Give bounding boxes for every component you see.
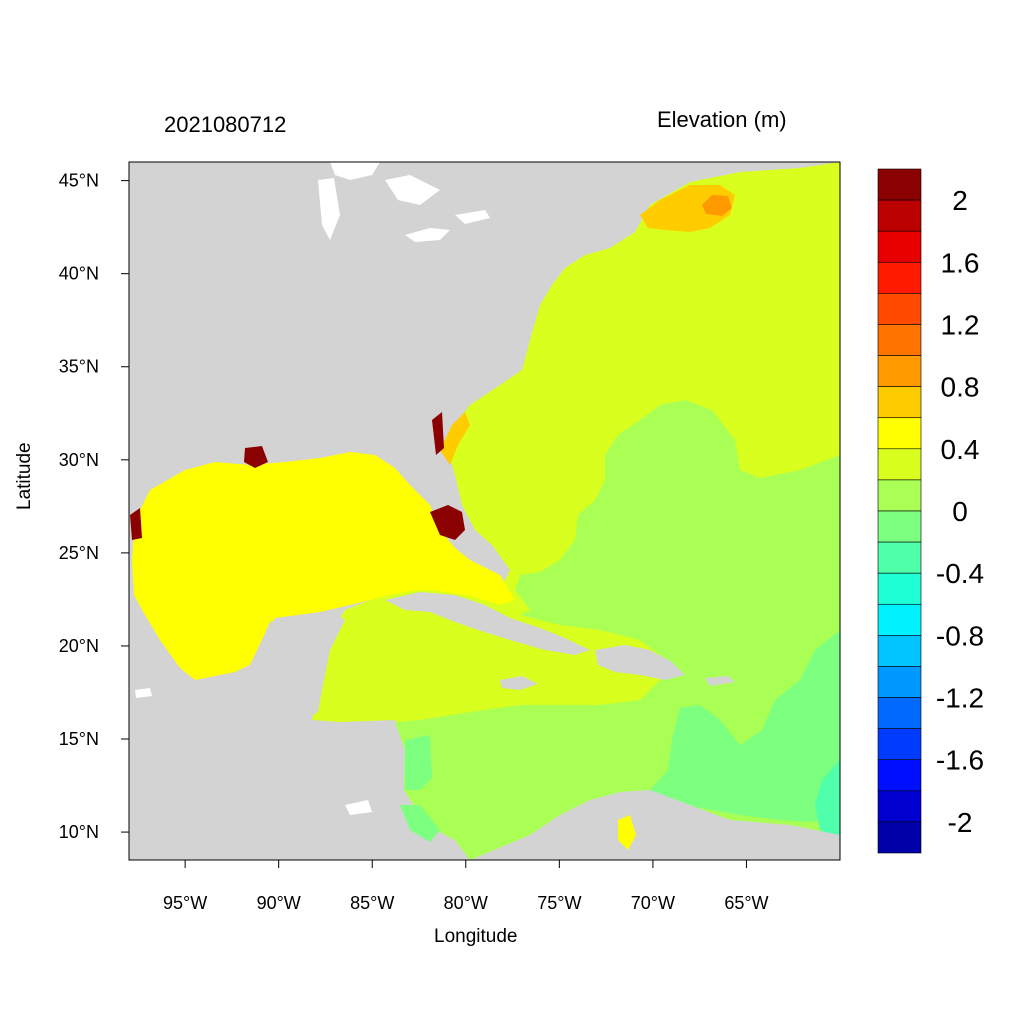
colorbar-swatch (877, 790, 922, 823)
x-tick-label: 75°W (537, 893, 581, 913)
x-axis-ticks: 95°W 90°W 85°W 80°W 75°W 70°W 65°W (163, 860, 769, 913)
colorbar-swatch (877, 386, 922, 419)
colorbar-label: 0.8 (941, 372, 980, 403)
colorbar-swatch (877, 168, 922, 201)
colorbar-labels: 2 1.6 1.2 0.8 0.4 0 -0.4 -0.8 -1.2 -1.6 -2 (936, 185, 984, 838)
colorbar-swatch (877, 324, 922, 356)
y-tick-label: 20°N (59, 636, 99, 656)
plot-frame (128, 161, 841, 861)
colorbar-label: 1.6 (941, 247, 980, 278)
y-tick-label: 45°N (59, 171, 99, 191)
colorbar-swatch (877, 510, 922, 543)
colorbar-swatch (877, 697, 922, 729)
map-area (129, 162, 840, 860)
y-tick-label: 40°N (59, 264, 99, 284)
colorbar-swatch (877, 728, 922, 761)
central-america-lakes (135, 688, 372, 815)
colorbar-label: -1.6 (936, 745, 984, 776)
ocean-se-corner (815, 760, 840, 840)
colorbar-swatch (877, 821, 922, 854)
colorbar-swatch (877, 293, 922, 325)
y-tick-label: 15°N (59, 729, 99, 749)
marsh-south-florida (430, 505, 465, 540)
colorbar-swatch (877, 199, 922, 232)
colorbar-swatch (877, 355, 922, 387)
marsh-louisiana (244, 446, 268, 468)
colorbar-swatch (877, 261, 922, 294)
colorbar-swatch (877, 666, 922, 698)
colorbar-swatch (877, 572, 922, 605)
land-yucatan (235, 612, 345, 722)
y-tick-label: 10°N (59, 822, 99, 842)
colorbar-swatch (877, 541, 922, 574)
x-tick-label: 70°W (631, 893, 675, 913)
ocean-southeast-coast (440, 412, 470, 465)
ocean-east-caribbean (650, 630, 840, 822)
colorbar-swatch (877, 230, 922, 263)
ocean-gulf-of-maine-core (702, 195, 732, 216)
colorbar-label: -0.4 (936, 558, 984, 589)
variable-label: Elevation (m) (657, 107, 787, 132)
colorbar-label: 2 (952, 185, 968, 216)
colorbar-swatch (877, 417, 922, 450)
ocean-gulf-of-mexico (132, 452, 480, 680)
land-puerto-rico (705, 676, 735, 686)
x-tick-label: 65°W (724, 893, 768, 913)
colorbar-swatch (877, 759, 922, 792)
colorbar-swatch (877, 479, 922, 512)
marsh-texas (130, 508, 142, 540)
y-tick-label: 30°N (59, 450, 99, 470)
land-cuba (385, 592, 590, 655)
colorbar-label: 0 (952, 496, 968, 527)
colorbar-label: -1.2 (936, 683, 984, 714)
ocean-colombia-coast (400, 805, 440, 842)
colorbar-swatch (877, 635, 922, 667)
marsh-georgia (432, 412, 444, 455)
colorbar-swatch (877, 448, 922, 481)
colorbar-label: -2 (948, 807, 973, 838)
colorbar (877, 168, 922, 854)
x-tick-label: 85°W (350, 893, 394, 913)
land-hispaniola (595, 645, 685, 680)
y-axis-ticks: 45°N 40°N 35°N 30°N 25°N 20°N 15°N 10°N (59, 171, 129, 842)
great-lakes (318, 162, 490, 242)
y-tick-label: 35°N (59, 357, 99, 377)
ocean-honduras-coast (405, 735, 432, 790)
colorbar-label: -0.8 (936, 620, 984, 651)
colorbar-label: 0.4 (941, 434, 980, 465)
colorbar-swatch (877, 603, 922, 636)
land-south-america (470, 790, 840, 860)
land-jamaica (500, 676, 538, 690)
date-label: 2021080712 (164, 112, 287, 137)
x-tick-label: 80°W (444, 893, 488, 913)
x-tick-label: 90°W (257, 893, 301, 913)
x-tick-label: 95°W (163, 893, 207, 913)
lake-maracaibo (618, 815, 636, 850)
x-axis-label: Longitude (434, 926, 518, 947)
ocean-florida-straits (380, 560, 515, 605)
y-tick-label: 25°N (59, 543, 99, 563)
colorbar-label: 1.2 (941, 309, 980, 340)
